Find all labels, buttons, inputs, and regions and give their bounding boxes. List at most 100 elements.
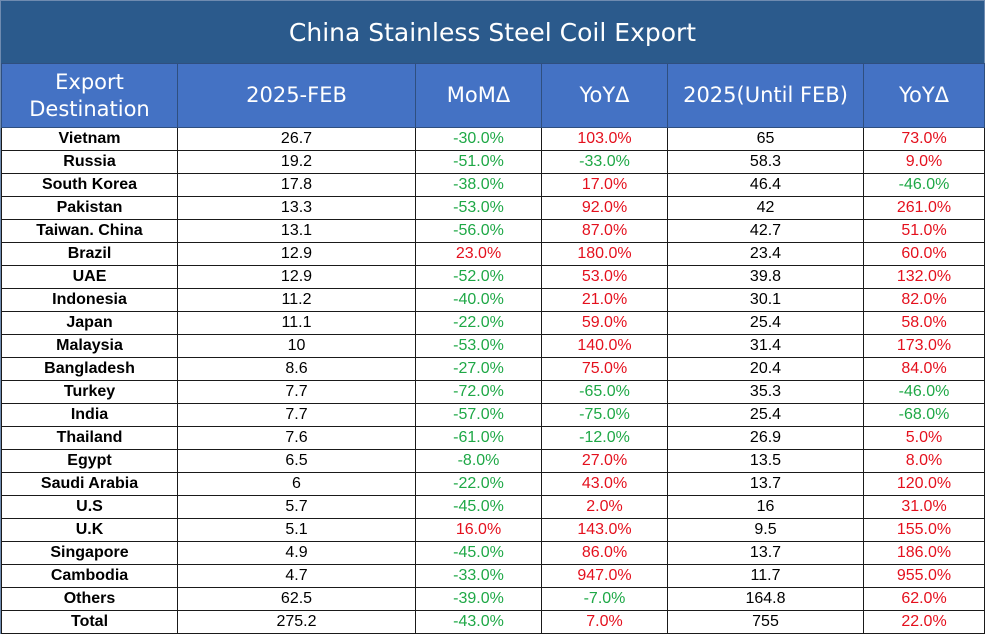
cell-yoy: 27.0% <box>541 449 668 473</box>
cell-yoy-ytd: 5.0% <box>863 426 985 450</box>
cell-yoy-ytd: 84.0% <box>863 357 985 381</box>
cell-2025-until-feb: 30.1 <box>667 288 864 312</box>
cell-2025-until-feb: 26.9 <box>667 426 864 450</box>
table-row: UAE 12.9 -52.0% 53.0% 39.8 132.0% <box>1 265 985 289</box>
table-row: Pakistan 13.3 -53.0% 92.0% 42 261.0% <box>1 196 985 220</box>
cell-mom: -53.0% <box>415 334 542 358</box>
cell-2025-feb: 11.2 <box>177 288 416 312</box>
cell-mom: -72.0% <box>415 380 542 404</box>
export-table: Export Destination 2025-FEB MoMΔ YoYΔ 202… <box>1 63 985 634</box>
cell-2025-until-feb: 42.7 <box>667 219 864 243</box>
cell-yoy-ytd: -68.0% <box>863 403 985 427</box>
cell-destination: Japan <box>1 311 178 335</box>
cell-yoy: 140.0% <box>541 334 668 358</box>
table-row: India 7.7 -57.0% -75.0% 25.4 -68.0% <box>1 403 985 427</box>
cell-yoy: -33.0% <box>541 150 668 174</box>
cell-mom: -45.0% <box>415 541 542 565</box>
cell-yoy: 2.0% <box>541 495 668 519</box>
cell-2025-feb: 8.6 <box>177 357 416 381</box>
cell-2025-feb: 10 <box>177 334 416 358</box>
cell-2025-until-feb: 25.4 <box>667 403 864 427</box>
cell-destination: Total <box>1 610 178 634</box>
cell-mom: -56.0% <box>415 219 542 243</box>
cell-destination: Malaysia <box>1 334 178 358</box>
cell-2025-feb: 13.1 <box>177 219 416 243</box>
cell-destination: Thailand <box>1 426 178 450</box>
cell-mom: -45.0% <box>415 495 542 519</box>
cell-2025-feb: 275.2 <box>177 610 416 634</box>
cell-2025-feb: 13.3 <box>177 196 416 220</box>
cell-yoy-ytd: -46.0% <box>863 173 985 197</box>
cell-mom: -52.0% <box>415 265 542 289</box>
cell-2025-feb: 12.9 <box>177 242 416 266</box>
cell-yoy-ytd: 9.0% <box>863 150 985 174</box>
cell-yoy-ytd: 22.0% <box>863 610 985 634</box>
cell-mom: -40.0% <box>415 288 542 312</box>
cell-destination: Russia <box>1 150 178 174</box>
cell-yoy: 92.0% <box>541 196 668 220</box>
cell-destination: U.K <box>1 518 178 542</box>
cell-2025-feb: 26.7 <box>177 127 416 151</box>
cell-mom: -39.0% <box>415 587 542 611</box>
cell-2025-until-feb: 13.5 <box>667 449 864 473</box>
table-row: Indonesia 11.2 -40.0% 21.0% 30.1 82.0% <box>1 288 985 312</box>
cell-destination: India <box>1 403 178 427</box>
cell-destination: Turkey <box>1 380 178 404</box>
cell-2025-feb: 7.7 <box>177 380 416 404</box>
cell-yoy: 947.0% <box>541 564 668 588</box>
cell-mom: -43.0% <box>415 610 542 634</box>
table-row: Egypt 6.5 -8.0% 27.0% 13.5 8.0% <box>1 449 985 473</box>
cell-yoy: 75.0% <box>541 357 668 381</box>
cell-2025-feb: 62.5 <box>177 587 416 611</box>
cell-2025-until-feb: 65 <box>667 127 864 151</box>
cell-yoy: 59.0% <box>541 311 668 335</box>
cell-2025-until-feb: 13.7 <box>667 472 864 496</box>
cell-mom: -33.0% <box>415 564 542 588</box>
cell-yoy-ytd: 120.0% <box>863 472 985 496</box>
cell-2025-until-feb: 13.7 <box>667 541 864 565</box>
cell-yoy-ytd: 155.0% <box>863 518 985 542</box>
table-row: Vietnam 26.7 -30.0% 103.0% 65 73.0% <box>1 127 985 151</box>
cell-yoy-ytd: 31.0% <box>863 495 985 519</box>
cell-destination: Brazil <box>1 242 178 266</box>
header-yoy: YoYΔ <box>541 63 668 128</box>
table-row: Cambodia 4.7 -33.0% 947.0% 11.7 955.0% <box>1 564 985 588</box>
cell-2025-feb: 7.6 <box>177 426 416 450</box>
header-destination: Export Destination <box>1 63 178 128</box>
cell-mom: -22.0% <box>415 472 542 496</box>
cell-2025-until-feb: 46.4 <box>667 173 864 197</box>
cell-2025-until-feb: 755 <box>667 610 864 634</box>
cell-yoy-ytd: 58.0% <box>863 311 985 335</box>
table-title: China Stainless Steel Coil Export <box>1 1 984 63</box>
table-row: Singapore 4.9 -45.0% 86.0% 13.7 186.0% <box>1 541 985 565</box>
cell-2025-feb: 7.7 <box>177 403 416 427</box>
header-row: Export Destination 2025-FEB MoMΔ YoYΔ 202… <box>1 63 985 128</box>
cell-2025-feb: 5.7 <box>177 495 416 519</box>
table-row: Russia 19.2 -51.0% -33.0% 58.3 9.0% <box>1 150 985 174</box>
cell-yoy: 17.0% <box>541 173 668 197</box>
cell-destination: Taiwan. China <box>1 219 178 243</box>
table-row: U.K 5.1 16.0% 143.0% 9.5 155.0% <box>1 518 985 542</box>
cell-2025-feb: 4.9 <box>177 541 416 565</box>
cell-mom: 23.0% <box>415 242 542 266</box>
cell-yoy: 87.0% <box>541 219 668 243</box>
cell-2025-until-feb: 11.7 <box>667 564 864 588</box>
table-row: Brazil 12.9 23.0% 180.0% 23.4 60.0% <box>1 242 985 266</box>
cell-yoy-ytd: 186.0% <box>863 541 985 565</box>
cell-mom: 16.0% <box>415 518 542 542</box>
cell-yoy: 86.0% <box>541 541 668 565</box>
cell-yoy-ytd: 261.0% <box>863 196 985 220</box>
table-row: Malaysia 10 -53.0% 140.0% 31.4 173.0% <box>1 334 985 358</box>
table-row: Japan 11.1 -22.0% 59.0% 25.4 58.0% <box>1 311 985 335</box>
cell-2025-until-feb: 42 <box>667 196 864 220</box>
cell-yoy: 103.0% <box>541 127 668 151</box>
cell-yoy: 53.0% <box>541 265 668 289</box>
cell-yoy: 143.0% <box>541 518 668 542</box>
cell-yoy-ytd: 173.0% <box>863 334 985 358</box>
cell-yoy-ytd: 955.0% <box>863 564 985 588</box>
cell-mom: -27.0% <box>415 357 542 381</box>
cell-2025-feb: 4.7 <box>177 564 416 588</box>
cell-yoy: -75.0% <box>541 403 668 427</box>
cell-yoy-ytd: 73.0% <box>863 127 985 151</box>
